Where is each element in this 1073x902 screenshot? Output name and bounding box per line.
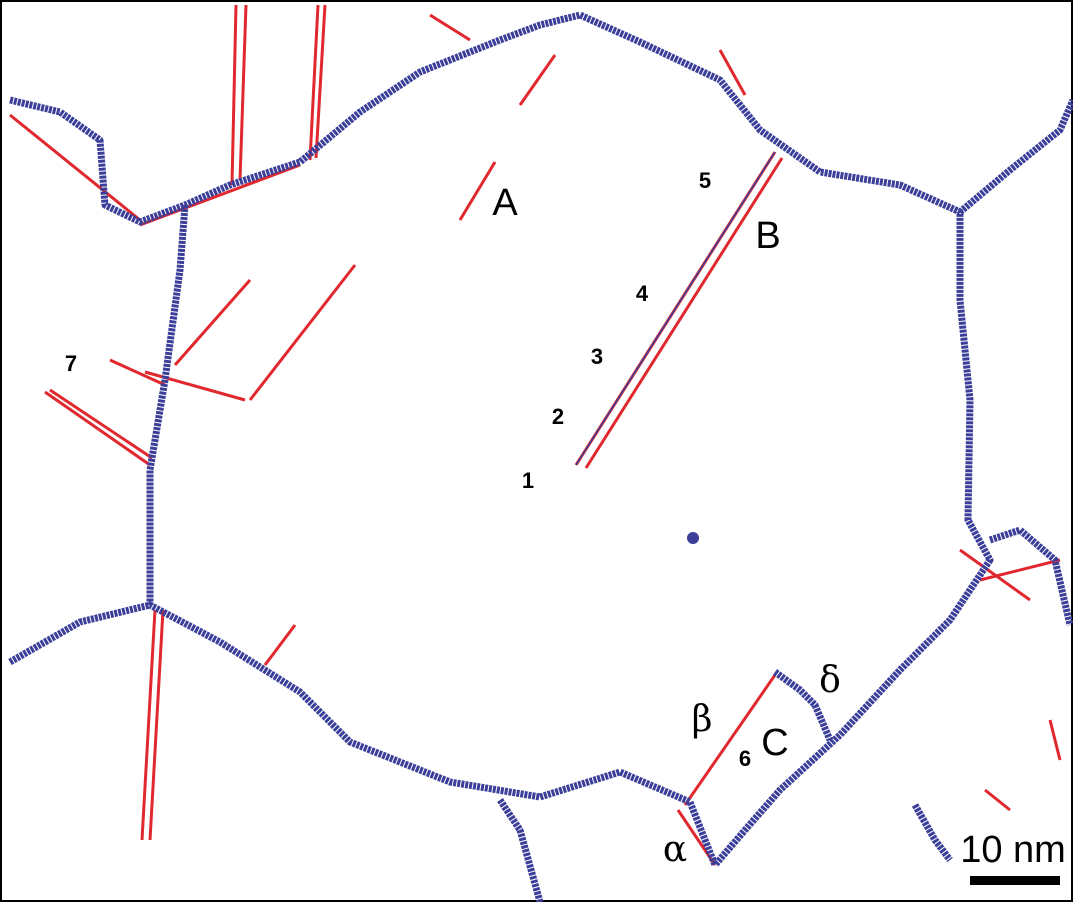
label-5: 5 [699, 168, 711, 193]
label-alpha: α [663, 829, 687, 870]
frame [1, 1, 1072, 901]
label-delta: δ [819, 660, 841, 701]
scale-bar-line [970, 876, 1060, 885]
label-beta: β [692, 699, 713, 740]
scale-bar-label: 10 nm [960, 829, 1066, 871]
label-6: 6 [739, 746, 751, 771]
label-1: 1 [522, 468, 534, 493]
label-4: 4 [636, 281, 649, 306]
label-3: 3 [591, 344, 603, 369]
scale-bar: 10 nm [960, 829, 1066, 885]
label-7: 7 [65, 351, 77, 376]
simulation-snapshot: A B C 1 2 3 4 5 6 7 α β δ 10 nm [0, 0, 1073, 902]
label-2: 2 [552, 404, 564, 429]
label-b: B [755, 215, 780, 257]
label-a: A [492, 182, 518, 224]
label-c: C [761, 722, 788, 764]
